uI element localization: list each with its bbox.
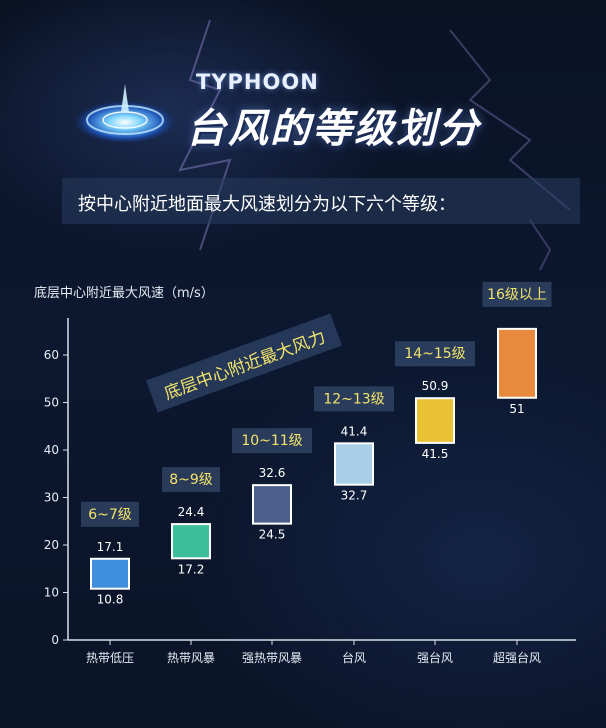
y-tick-label: 30	[44, 491, 59, 505]
y-axis-label: 底层中心附近最大风速（m/s）	[34, 286, 214, 301]
grade-label: 8~9级	[169, 472, 213, 488]
bar	[334, 442, 374, 486]
y-tick-label: 20	[44, 538, 59, 552]
bar-low-label: 32.7	[341, 489, 368, 503]
x-tick-label: 强热带风暴	[242, 651, 302, 665]
bar	[415, 397, 455, 444]
x-tick-label: 强台风	[417, 650, 453, 665]
grade-label: 12~13级	[323, 391, 384, 407]
grade-label-box	[482, 281, 552, 307]
page-title: 台风的等级划分	[186, 106, 480, 152]
x-tick-label: 热带低压	[86, 651, 134, 665]
x-tick-label: 超强台风	[493, 650, 541, 665]
bar-high-label: 32.6	[259, 466, 286, 480]
lightning-decoration-icon	[178, 20, 571, 271]
y-tick-label: 0	[51, 633, 59, 647]
y-tick-label: 60	[44, 348, 59, 362]
bar-high-label: 41.4	[341, 424, 368, 438]
y-tick-label: 50	[44, 396, 59, 410]
grade-label-box	[395, 341, 475, 367]
typhoon-word: TYPHOON	[196, 70, 319, 94]
bar	[252, 484, 292, 525]
bar-low-label: 17.2	[178, 562, 205, 576]
bar	[90, 557, 130, 590]
grade-label: 6~7级	[88, 507, 132, 523]
grade-label: 16级以上	[487, 287, 547, 303]
bar-low-label: 24.5	[259, 528, 286, 542]
bar	[171, 523, 211, 560]
bar-low-label: 10.8	[97, 593, 124, 607]
y-tick-label: 10	[44, 586, 59, 600]
bar-high-label: 24.4	[178, 505, 205, 519]
bar-high-label: 17.1	[97, 540, 124, 554]
typhoon-swirl-icon	[73, 84, 177, 142]
header: TYPHOON 台风的等级划分	[0, 0, 606, 271]
bar-low-label: 51	[509, 402, 524, 416]
subtitle: 按中心附近地面最大风速划分为以下六个等级：	[78, 194, 456, 215]
bar-low-label: 41.5	[422, 447, 449, 461]
grade-label: 10~11级	[241, 433, 302, 449]
bar	[497, 327, 537, 399]
grade-label-box	[81, 501, 139, 527]
x-tick-label: 台风	[342, 650, 366, 665]
grade-label-box	[232, 428, 312, 454]
grade-label-box	[314, 386, 394, 412]
y-tick-label: 40	[44, 443, 59, 457]
bar-high-label: 50.9	[422, 379, 449, 393]
grade-label-box	[162, 467, 220, 493]
x-tick-label: 热带风暴	[167, 651, 215, 665]
subtitle-bar: 按中心附近地面最大风速划分为以下六个等级：	[62, 178, 580, 224]
grade-label: 14~15级	[404, 346, 465, 362]
